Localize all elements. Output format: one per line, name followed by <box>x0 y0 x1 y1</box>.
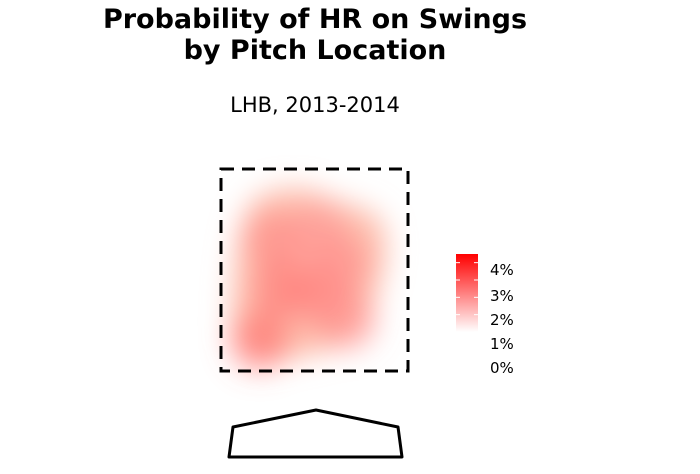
heat-hotspot-6 <box>316 290 377 350</box>
legend-ticks: 0% 1% 2% 3% 4% <box>456 261 514 377</box>
heat-hotspot-5 <box>287 202 348 262</box>
legend-tick-label: 0% <box>490 359 514 377</box>
legend-tick-label: 2% <box>490 311 514 329</box>
chart-title-line-1: Probability of HR on Swings <box>102 4 528 35</box>
legend-colorbar <box>456 254 478 332</box>
legend-tick-label: 3% <box>490 287 514 305</box>
chart-subtitle: LHB, 2013-2014 <box>230 93 400 117</box>
home-plate <box>227 408 404 459</box>
legend-tick-label: 1% <box>490 335 514 353</box>
strike-zone <box>219 167 410 373</box>
chart-title-line-2: by Pitch Location <box>183 35 447 66</box>
heat-layer <box>229 187 387 371</box>
heat-hotspot-0 <box>229 310 290 371</box>
legend-tick-label: 4% <box>490 261 514 279</box>
